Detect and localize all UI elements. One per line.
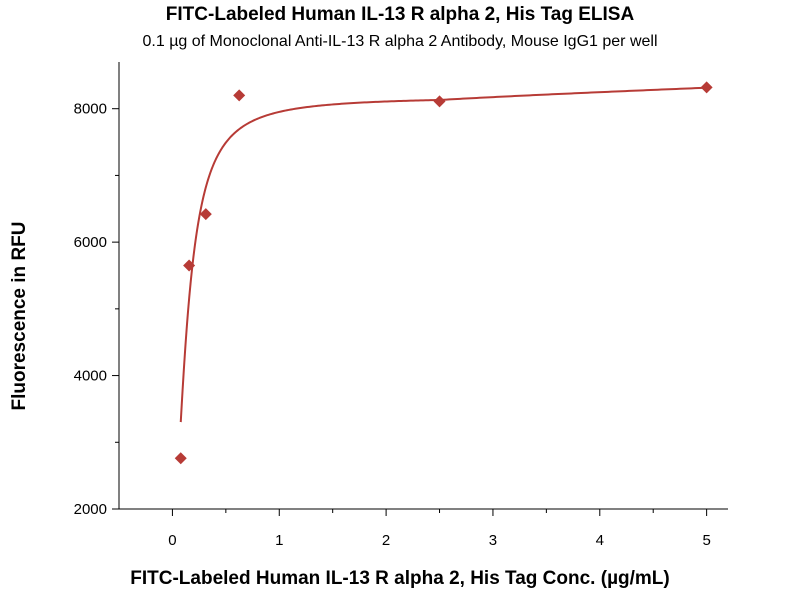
data-point xyxy=(700,81,713,94)
y-tick-label: 8000 xyxy=(74,101,107,118)
axes: 0 1 2 3 4 5 2000 4000 6000 8000 xyxy=(74,62,728,549)
data-point xyxy=(433,95,446,108)
x-axis-label: FITC-Labeled Human IL-13 R alpha 2, His … xyxy=(130,568,670,589)
x-tick-label: 0 xyxy=(168,532,176,549)
data-point xyxy=(199,208,212,221)
x-tick-label: 1 xyxy=(275,532,283,549)
chart-title: FITC-Labeled Human IL-13 R alpha 2, His … xyxy=(165,4,635,25)
x-tick-label: 4 xyxy=(596,532,604,549)
fit-curve xyxy=(179,86,707,423)
data-point xyxy=(174,452,187,465)
data-point xyxy=(183,259,196,272)
chart-subtitle: 0.1 µg of Monoclonal Anti-IL-13 R alpha … xyxy=(142,33,658,50)
y-axis-label: Fluorescence in RFU xyxy=(9,221,30,411)
x-tick-label: 5 xyxy=(702,532,710,549)
x-tick-label: 3 xyxy=(489,532,497,549)
y-tick-label: 4000 xyxy=(74,368,107,385)
data-points xyxy=(174,81,713,465)
y-tick-label: 6000 xyxy=(74,234,107,251)
data-point xyxy=(233,89,246,102)
fit-curve-group xyxy=(179,86,707,423)
y-tick-label: 2000 xyxy=(74,501,107,518)
x-tick-label: 2 xyxy=(382,532,390,549)
